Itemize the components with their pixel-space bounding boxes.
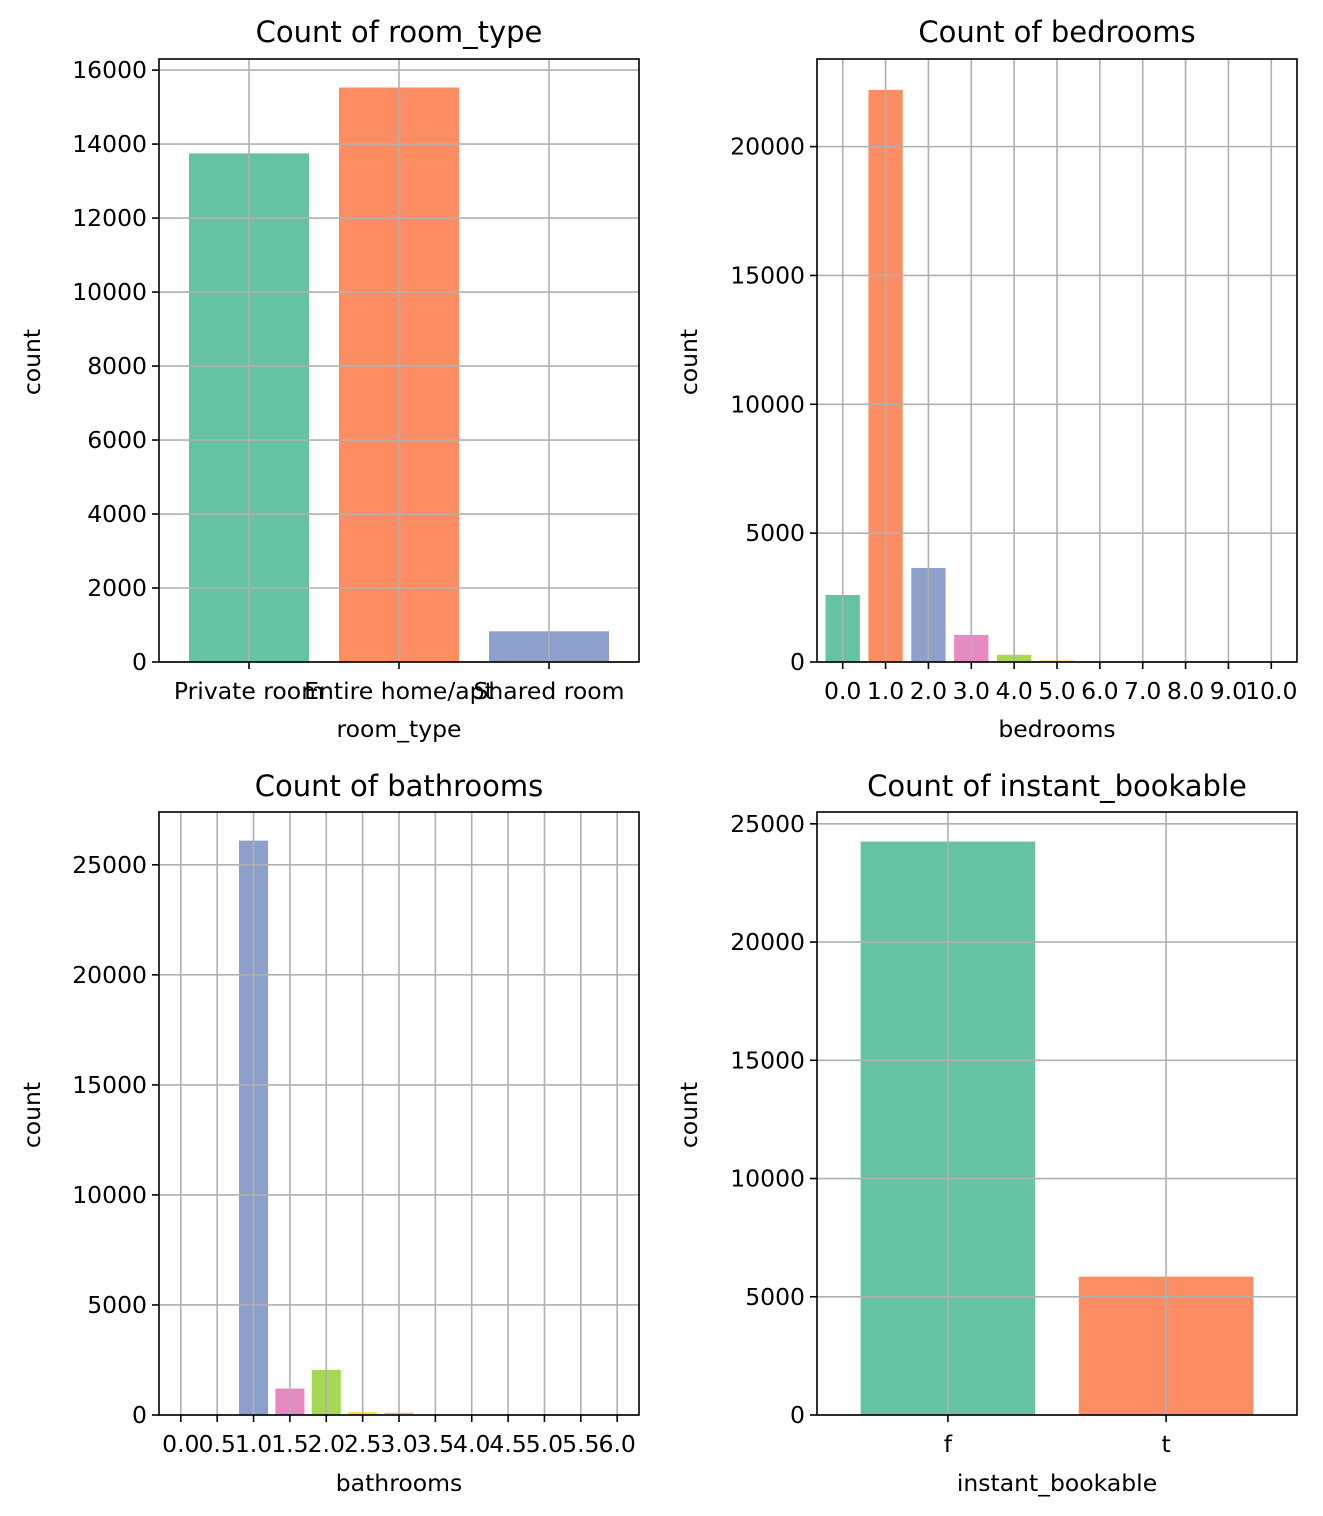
chart-instant-bookable: Count of instant_bookable instant_bookab…	[675, 769, 1298, 1497]
y-tick-label: 5000	[745, 1283, 805, 1311]
y-ticks: 0 5000 10000 15000 20000	[730, 133, 817, 676]
x-tick-label: f	[944, 1430, 953, 1458]
x-tick-label: 7.0	[1124, 677, 1161, 705]
chart-room-type: Count of room_type room_type count Priva…	[18, 15, 640, 743]
y-tick-label: 8000	[87, 352, 147, 380]
chart-title: Count of bedrooms	[918, 15, 1195, 49]
y-axis-label: count	[18, 329, 46, 395]
x-tick-label: 0.5	[198, 1430, 235, 1458]
y-tick-label: 6000	[87, 426, 147, 454]
bars	[860, 841, 1254, 1415]
y-axis-label: count	[18, 1082, 46, 1148]
y-tick-label: 20000	[72, 961, 147, 989]
x-tick-label: 0.0	[824, 677, 861, 705]
x-tick-label: 5.0	[1038, 677, 1075, 705]
x-tick-label: 4.0	[453, 1430, 490, 1458]
y-tick-label: 25000	[730, 810, 805, 838]
y-tick-label: 12000	[72, 204, 147, 232]
y-tick-label: 0	[132, 1401, 147, 1429]
y-tick-label: 10000	[72, 1181, 147, 1209]
y-tick-label: 5000	[87, 1291, 147, 1319]
x-tick-label: 4.5	[489, 1430, 526, 1458]
x-axis-label: instant_bookable	[957, 1469, 1157, 1497]
chart-title: Count of room_type	[256, 15, 543, 49]
y-axis-label: count	[675, 329, 703, 395]
y-axis-label: count	[675, 1082, 703, 1148]
x-tick-label: 9.0	[1210, 677, 1247, 705]
x-tick-label: 8.0	[1167, 677, 1204, 705]
y-tick-label: 0	[790, 648, 805, 676]
x-tick-label: 3.0	[380, 1430, 417, 1458]
x-tick-label: Entire home/apt	[304, 677, 494, 705]
x-tick-label: 4.0	[995, 677, 1032, 705]
y-ticks: 0 5000 10000 15000 20000 25000	[730, 810, 817, 1429]
x-tick-label: 2.0	[308, 1430, 345, 1458]
x-ticks: 0.00.51.01.52.02.53.03.54.04.55.05.56.0	[162, 1415, 636, 1458]
x-tick-label: 5.5	[562, 1430, 599, 1458]
chart-bedrooms: Count of bedrooms bedrooms count 0.0 1.0 2…	[675, 15, 1298, 743]
grid	[159, 812, 639, 1416]
y-tick-label: 2000	[87, 574, 147, 602]
x-tick-label: 3.0	[953, 677, 990, 705]
y-tick-label: 10000	[730, 1165, 805, 1193]
y-tick-label: 10000	[72, 278, 147, 306]
x-tick-label: 5.0	[526, 1430, 563, 1458]
y-tick-label: 0	[132, 648, 147, 676]
y-tick-label: 15000	[730, 1046, 805, 1074]
y-tick-label: 15000	[730, 261, 805, 289]
x-axis-label: bedrooms	[998, 715, 1115, 743]
y-tick-label: 20000	[730, 133, 805, 161]
x-tick-label: 3.5	[417, 1430, 454, 1458]
y-ticks: 0 2000 4000 6000 8000 10000 12000 14000 16000	[72, 56, 159, 676]
x-tick-label: 2.0	[910, 677, 947, 705]
y-tick-label: 4000	[87, 500, 147, 528]
x-tick-label: 10.0	[1245, 677, 1297, 705]
y-tick-label: 5000	[745, 519, 805, 547]
y-ticks: 0 5000 10000 15000 20000 25000	[72, 851, 159, 1429]
chart-title: Count of instant_bookable	[867, 769, 1247, 803]
x-tick-label: 1.0	[235, 1430, 272, 1458]
y-tick-label: 25000	[72, 851, 147, 879]
y-tick-label: 10000	[730, 390, 805, 418]
x-tick-label: 6.0	[1081, 677, 1118, 705]
x-ticks: 0.0 1.0 2.0 3.0 4.0 5.0 6.0 7.0 8.0 9.010.0	[824, 662, 1297, 705]
plot-frame	[816, 811, 1298, 1416]
x-tick-label: Private room	[174, 677, 324, 705]
y-tick-label: 15000	[72, 1071, 147, 1099]
chart-title: Count of bathrooms	[255, 769, 544, 803]
x-axis-label: bathrooms	[336, 1469, 462, 1497]
y-tick-label: 20000	[730, 928, 805, 956]
x-tick-label: t	[1161, 1430, 1170, 1458]
y-tick-label: 16000	[72, 56, 147, 84]
x-tick-label: 2.5	[344, 1430, 381, 1458]
x-tick-label: 6.0	[598, 1430, 635, 1458]
x-tick-label: Shared room	[474, 677, 625, 705]
x-tick-label: 0.0	[162, 1430, 199, 1458]
x-tick-label: 1.0	[867, 677, 904, 705]
y-tick-label: 0	[790, 1401, 805, 1429]
y-tick-label: 14000	[72, 130, 147, 158]
chart-bathrooms: Count of bathrooms bathrooms count 0.00.…	[18, 769, 640, 1497]
x-axis-label: room_type	[336, 715, 461, 743]
x-tick-label: 1.5	[271, 1430, 308, 1458]
